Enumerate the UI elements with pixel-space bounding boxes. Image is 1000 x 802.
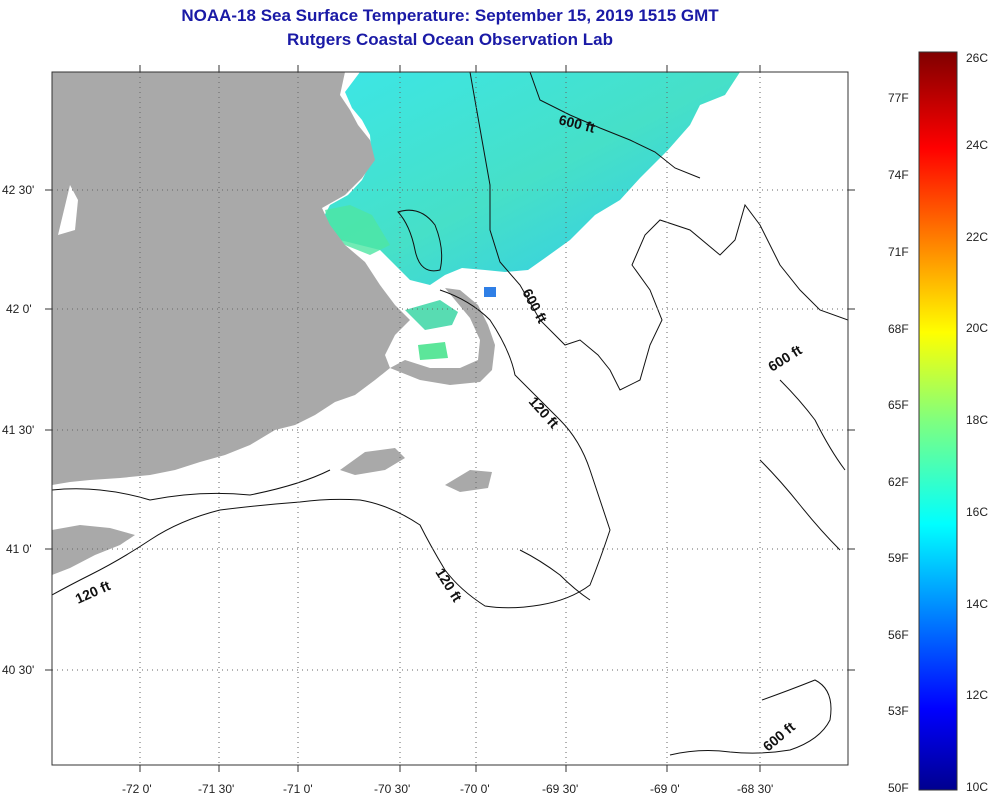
sst-coverage bbox=[322, 72, 740, 285]
lon-label: -69 0' bbox=[650, 782, 680, 796]
lat-lon-grid bbox=[52, 72, 848, 765]
colorbar-f-label: 71F bbox=[888, 245, 909, 259]
sst-patch-south bbox=[418, 342, 448, 360]
lat-label: 41 0' bbox=[6, 542, 32, 556]
map-title: NOAA-18 Sea Surface Temperature: Septemb… bbox=[181, 6, 719, 25]
frame-ticks bbox=[45, 65, 855, 772]
colorbar-f-label: 68F bbox=[888, 322, 909, 336]
sst-green-patch bbox=[325, 205, 390, 255]
colorbar-c-label: 12C bbox=[966, 688, 988, 702]
colorbar-c-label: 10C bbox=[966, 780, 988, 794]
colorbar-f-label: 59F bbox=[888, 551, 909, 565]
lon-label: -71 30' bbox=[198, 782, 234, 796]
colorbar-f-label: 62F bbox=[888, 475, 909, 489]
colorbar-f-label: 56F bbox=[888, 628, 909, 642]
land-cape-cod bbox=[390, 288, 495, 385]
colorbar-c-label: 24C bbox=[966, 138, 988, 152]
sst-patch-bay bbox=[405, 300, 458, 330]
bathymetry-contours bbox=[52, 72, 848, 756]
colorbar-c-label: 20C bbox=[966, 321, 988, 335]
temperature-colorbar bbox=[918, 51, 958, 791]
lon-label: -71 0' bbox=[283, 782, 313, 796]
sst-cold-pixel bbox=[484, 287, 496, 297]
lat-label: 42 30' bbox=[2, 183, 34, 197]
land-marthas-vineyard bbox=[340, 448, 405, 475]
colorbar-f-label: 74F bbox=[888, 168, 909, 182]
colorbar-c-label: 26C bbox=[966, 51, 988, 65]
lon-label: -68 30' bbox=[737, 782, 773, 796]
lon-label: -72 0' bbox=[122, 782, 152, 796]
lat-label: 42 0' bbox=[6, 302, 32, 316]
land-white-patch bbox=[58, 185, 78, 235]
colorbar-c-label: 18C bbox=[966, 413, 988, 427]
map-frame bbox=[51, 71, 849, 766]
colorbar-c-label: 14C bbox=[966, 597, 988, 611]
colorbar-f-label: 77F bbox=[888, 91, 909, 105]
lon-label: -70 0' bbox=[460, 782, 490, 796]
map-subtitle: Rutgers Coastal Ocean Observation Lab bbox=[287, 30, 613, 49]
colorbar-c-label: 22C bbox=[966, 230, 988, 244]
colorbar-c-label: 16C bbox=[966, 505, 988, 519]
lat-label: 40 30' bbox=[2, 663, 34, 677]
land-nantucket bbox=[445, 470, 492, 492]
colorbar-f-label: 53F bbox=[888, 704, 909, 718]
colorbar-f-label: 65F bbox=[888, 398, 909, 412]
lon-label: -70 30' bbox=[374, 782, 410, 796]
lon-label: -69 30' bbox=[542, 782, 578, 796]
land-long-island bbox=[52, 525, 135, 575]
colorbar-f-label: 50F bbox=[888, 781, 909, 795]
land-mainland bbox=[52, 72, 410, 485]
lat-label: 41 30' bbox=[2, 423, 34, 437]
